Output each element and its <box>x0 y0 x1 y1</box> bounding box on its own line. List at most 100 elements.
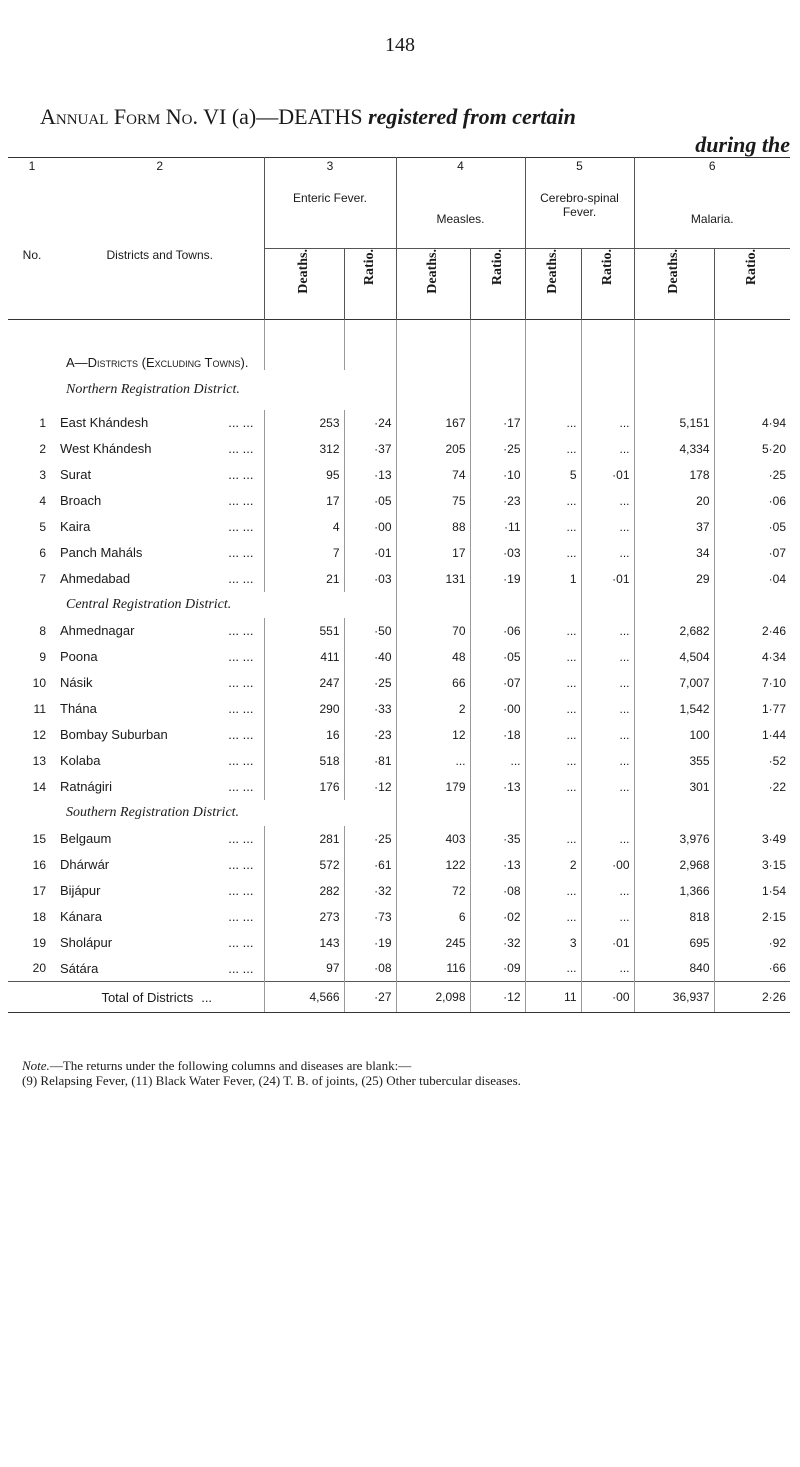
subheading-cell: Deaths. <box>633 248 714 320</box>
heading: Enteric Fever. <box>263 190 396 249</box>
cell <box>343 319 396 370</box>
district: Ratnágiri ... ... <box>60 779 260 794</box>
row-number: 8 <box>39 623 46 638</box>
row-number: 3 <box>39 467 46 482</box>
district-cell: Panch Maháls ... ... <box>56 540 264 566</box>
row: 9 Poona... ... 411·40 48·05...... 4,504 4·34 <box>8 643 790 670</box>
value: 1·54 <box>713 877 790 904</box>
leader-dots: ... ... <box>228 467 254 482</box>
row: 4 Broach... ... 17·05 75·23...... 20·06 <box>8 487 790 514</box>
value: ·08 <box>469 877 525 904</box>
value: ... <box>524 773 581 800</box>
row-number: 14 <box>32 779 46 794</box>
note-text: —The returns under the following columns… <box>49 1058 412 1073</box>
value: 247 <box>263 669 344 696</box>
value: ·50 <box>343 617 396 644</box>
cell <box>469 799 525 826</box>
row: 14 Ratnágiri... ... 176·12 179·13...... 301 ·… <box>8 773 790 800</box>
row: Central Registration District. <box>8 591 790 618</box>
district-name: Sátára <box>60 960 99 976</box>
value: ·25 <box>713 461 790 488</box>
value: 2 <box>524 851 581 878</box>
value: ... <box>580 825 634 852</box>
value: 176 <box>263 773 344 800</box>
value: ... <box>524 539 581 566</box>
heading: Malaria. <box>633 190 790 249</box>
district-cell: Poona ... ... <box>56 644 264 670</box>
leader-dots: ... ... <box>228 493 254 508</box>
leader-dots: ... ... <box>228 909 254 924</box>
district-cell: Kánara ... ... <box>56 904 264 930</box>
value: 21 <box>263 565 344 592</box>
value: ·19 <box>343 929 396 956</box>
value: ·03 <box>343 565 396 592</box>
district: Kolaba ... ... <box>60 753 260 768</box>
value: 2 <box>395 695 470 722</box>
row-number: 1 <box>39 415 46 430</box>
subheading-cell: Deaths. <box>263 248 344 320</box>
value: 4·94 <box>713 409 790 436</box>
value: ... <box>524 877 581 904</box>
district-cell: Thána ... ... <box>56 696 264 722</box>
district-cell: Belgaum ... ... <box>56 826 264 852</box>
value: ... <box>580 695 634 722</box>
district-cell: West Khándesh ... ... <box>56 436 264 462</box>
value: 143 <box>263 929 344 956</box>
value: ... <box>395 747 470 774</box>
value: ·12 <box>469 981 525 1013</box>
value: ·05 <box>713 513 790 540</box>
district-name: Dhárwár <box>60 857 110 872</box>
district: Belgaum ... ... <box>60 831 260 846</box>
district-name: Bijápur <box>60 883 101 898</box>
row-number: 6 <box>39 545 46 560</box>
note: Note.—The returns under the following co… <box>22 1058 792 1088</box>
leader-dots: ... ... <box>228 727 254 742</box>
row-number: 4 <box>39 493 46 508</box>
row: 15 Belgaum... ... 281·25 403·35...... 3,976 3… <box>8 825 790 852</box>
value: ·22 <box>713 773 790 800</box>
value: ... <box>524 513 581 540</box>
value: ·24 <box>343 409 396 436</box>
value: ... <box>580 513 634 540</box>
value: 4·34 <box>713 643 790 670</box>
value: ... <box>580 955 634 982</box>
row-number: 2 <box>39 441 46 456</box>
value: 4,504 <box>633 643 714 670</box>
leader-dots: ... ... <box>228 831 254 846</box>
value: ... <box>524 955 581 982</box>
row-number: 9 <box>39 649 46 664</box>
cell <box>524 319 581 370</box>
cell <box>395 319 470 370</box>
value: 273 <box>263 903 344 930</box>
district: Ahmednagar ... ... <box>60 623 260 638</box>
value: 88 <box>395 513 470 540</box>
heading: No. <box>22 247 42 262</box>
leader-dots: ... ... <box>228 753 254 768</box>
district-name: Ahmedabad <box>60 571 131 586</box>
value: ·18 <box>469 721 525 748</box>
region-heading: Southern Registration District. <box>66 804 240 820</box>
value: 4,566 <box>263 981 344 1013</box>
district: East Khándesh ... ... <box>60 415 260 430</box>
value: ... <box>580 617 634 644</box>
value: 818 <box>633 903 714 930</box>
district-cell: Bijápur ... ... <box>56 878 264 904</box>
subheading: Ratio. <box>489 249 505 286</box>
row: 11 Thána... ... 290·33 2·00...... 1,542 1·77 <box>8 695 790 722</box>
value: ... <box>580 409 634 436</box>
subheading-cell: Ratio. <box>343 248 396 320</box>
title: Annual Form No. VI (a)—DEATHS registered… <box>40 104 576 130</box>
value: 75 <box>395 487 470 514</box>
row: Northern Registration District. <box>8 369 790 410</box>
value: 282 <box>263 877 344 904</box>
district: Surat ... ... <box>60 467 260 482</box>
value: ·25 <box>343 669 396 696</box>
value: ·00 <box>580 981 634 1013</box>
district: Thána ... ... <box>60 701 260 716</box>
value: 167 <box>395 409 470 436</box>
value: ... <box>580 773 634 800</box>
group-heading: A—Districts (Excluding Towns). <box>66 354 249 370</box>
value: 74 <box>395 461 470 488</box>
leader-dots: ... ... <box>228 623 254 638</box>
